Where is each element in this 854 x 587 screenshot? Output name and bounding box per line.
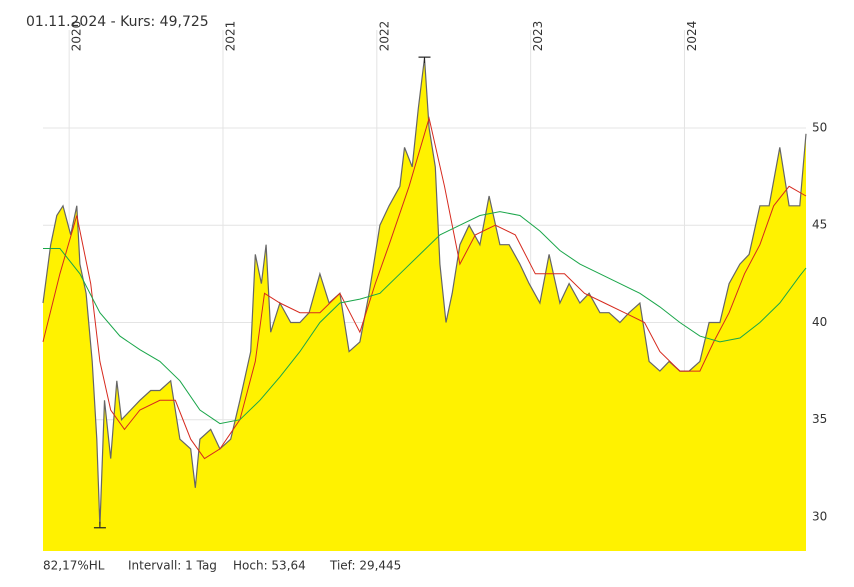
chart-title: 01.11.2024 - Kurs: 49,725: [26, 14, 209, 30]
footer-low: Tief: 29,445: [329, 559, 401, 573]
x-tick-label: 2021: [223, 21, 237, 52]
footer-high: Hoch: 53,64: [233, 559, 306, 573]
y-tick-label: 50: [812, 120, 827, 134]
moving-average-line: [42, 116, 807, 460]
footer-range: 82,17%HL: [43, 559, 105, 573]
price-line: [42, 57, 807, 527]
y-tick-label: 40: [812, 315, 827, 329]
x-tick-label: 2024: [685, 21, 699, 52]
moving-average-line: [43, 211, 807, 425]
x-tick-label: 2022: [377, 21, 391, 52]
y-tick-label: 45: [812, 218, 827, 232]
y-tick-label: 30: [812, 509, 827, 523]
price-area: [43, 57, 806, 552]
y-tick-label: 35: [812, 412, 827, 426]
plot: [42, 57, 807, 552]
footer-interval: Intervall: 1 Tag: [128, 559, 217, 573]
x-tick-label: 2020: [70, 21, 84, 52]
x-tick-label: 2023: [531, 21, 545, 52]
